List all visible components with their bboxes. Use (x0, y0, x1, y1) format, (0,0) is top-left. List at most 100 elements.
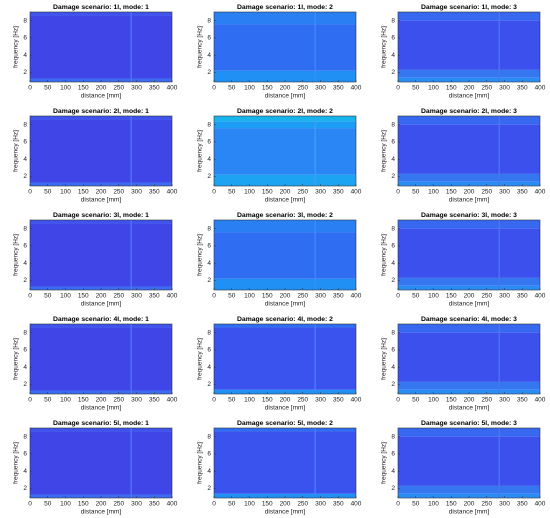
y-axis-label: frequency [Hz] (13, 26, 20, 68)
x-tick-label: 0 (396, 293, 400, 300)
damage-streak (498, 12, 500, 82)
x-tick-label: 350 (517, 397, 528, 404)
x-tick-label: 150 (262, 501, 273, 508)
heat-band (214, 116, 356, 122)
x-tick-label: 0 (396, 501, 400, 508)
x-tick-label: 250 (481, 85, 492, 92)
subplot: 0 50 100 150 200 250 300 350 400 2 4 6 8 Damage scena… (381, 420, 546, 516)
x-tick-label: 0 (396, 85, 400, 92)
x-tick-label: 100 (60, 85, 71, 92)
heat-band (398, 116, 540, 125)
x-tick-label: 350 (517, 501, 528, 508)
x-tick-label: 250 (481, 189, 492, 196)
x-tick-label: 0 (212, 85, 216, 92)
x-tick-label: 250 (113, 397, 124, 404)
y-tick-label: 4 (23, 468, 27, 475)
x-axis-label: distance [mm] (265, 509, 306, 516)
x-tick-label: 400 (167, 293, 178, 300)
x-tick-label: 100 (244, 397, 255, 404)
x-tick-label: 300 (315, 397, 326, 404)
heat-band (398, 493, 540, 498)
x-tick-label: 350 (517, 293, 528, 300)
damage-streak (498, 116, 500, 186)
x-tick-label: 300 (131, 397, 142, 404)
x-tick-label: 50 (44, 293, 52, 300)
x-tick-label: 150 (78, 85, 89, 92)
heat-band (30, 223, 172, 287)
x-tick-label: 400 (351, 397, 362, 404)
y-tick-label: 6 (391, 243, 395, 250)
heat-band (30, 12, 172, 16)
subplot: 0 50 100 150 200 250 300 350 400 2 4 6 8 Damage scena… (197, 316, 362, 412)
x-axis-label: distance [mm] (265, 405, 306, 412)
x-tick-label: 300 (131, 85, 142, 92)
x-tick-label: 150 (78, 293, 89, 300)
x-tick-label: 150 (446, 293, 457, 300)
heat-band (30, 431, 172, 495)
heat-band (214, 431, 356, 494)
x-tick-label: 250 (481, 397, 492, 404)
heat-band (214, 121, 356, 129)
y-tick-label: 4 (23, 260, 27, 267)
y-tick-label: 8 (391, 433, 395, 440)
x-tick-label: 400 (167, 501, 178, 508)
y-axis-label: frequency [Hz] (381, 442, 388, 484)
x-tick-label: 200 (464, 397, 475, 404)
x-tick-label: 300 (315, 85, 326, 92)
x-tick-label: 0 (212, 293, 216, 300)
y-tick-label: 8 (207, 329, 211, 336)
x-tick-label: 200 (464, 501, 475, 508)
subplot-title: Damage scenario: 4l, mode: 3 (421, 316, 517, 323)
damage-streak (314, 116, 316, 186)
y-tick-label: 2 (391, 381, 395, 388)
y-tick-label: 6 (207, 243, 211, 250)
x-axis-label: distance [mm] (265, 93, 306, 100)
y-tick-label: 4 (207, 260, 211, 267)
heat-band (214, 278, 356, 290)
y-axis-label: frequency [Hz] (13, 338, 20, 380)
x-axis-label: distance [mm] (449, 197, 490, 204)
y-axis-label: frequency [Hz] (197, 130, 204, 172)
x-tick-label: 350 (149, 189, 160, 196)
heat-band (214, 232, 356, 279)
damage-streak (498, 324, 500, 394)
x-tick-label: 100 (60, 501, 71, 508)
x-tick-label: 50 (412, 501, 420, 508)
x-tick-label: 0 (396, 397, 400, 404)
x-tick-label: 50 (44, 189, 52, 196)
subplot-title: Damage scenario: 3l, mode: 1 (53, 212, 149, 219)
y-tick-label: 6 (23, 451, 27, 458)
x-tick-label: 0 (212, 501, 216, 508)
y-tick-label: 8 (207, 225, 211, 232)
x-tick-label: 350 (517, 189, 528, 196)
y-tick-label: 2 (391, 277, 395, 284)
y-axis-label: frequency [Hz] (13, 442, 20, 484)
y-tick-label: 8 (391, 121, 395, 128)
x-tick-label: 350 (333, 189, 344, 196)
y-axis-label: frequency [Hz] (197, 26, 204, 68)
y-tick-label: 2 (23, 69, 27, 76)
subplot: 0 50 100 150 200 250 300 350 400 2 4 6 8 Damage scena… (13, 420, 178, 516)
heat-band (398, 124, 540, 174)
x-tick-label: 100 (428, 293, 439, 300)
heat-band (30, 15, 172, 79)
x-tick-label: 350 (333, 293, 344, 300)
x-axis-label: distance [mm] (265, 301, 306, 308)
x-tick-label: 350 (149, 293, 160, 300)
x-tick-label: 300 (499, 85, 510, 92)
heat-band (398, 12, 540, 21)
heat-band (30, 327, 172, 391)
subplot-title: Damage scenario: 1l, mode: 2 (237, 4, 333, 11)
y-tick-label: 4 (207, 364, 211, 371)
x-tick-label: 150 (446, 189, 457, 196)
damage-streak (130, 116, 132, 186)
y-tick-label: 6 (23, 243, 27, 250)
y-tick-label: 4 (23, 156, 27, 163)
x-tick-label: 150 (446, 397, 457, 404)
x-tick-label: 50 (44, 501, 52, 508)
x-tick-label: 400 (351, 189, 362, 196)
x-tick-label: 50 (412, 293, 420, 300)
x-tick-label: 100 (428, 397, 439, 404)
x-tick-label: 100 (60, 293, 71, 300)
y-tick-label: 8 (391, 329, 395, 336)
